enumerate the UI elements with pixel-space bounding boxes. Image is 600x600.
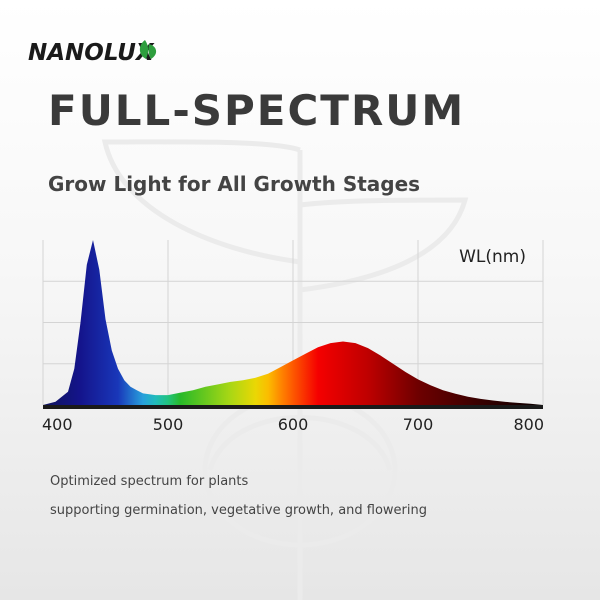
spectrum-area xyxy=(43,240,543,405)
spectrum-chart: WL(nm) 400 500 600 700 800 xyxy=(42,240,544,434)
description-line-1: Optimized spectrum for plants xyxy=(50,474,249,489)
x-tick-label: 500 xyxy=(153,415,184,434)
x-tick-label: 700 xyxy=(403,415,434,434)
leaf-icon xyxy=(139,40,157,59)
x-axis-unit-label: WL(nm) xyxy=(459,247,526,267)
x-tick-label: 600 xyxy=(278,415,309,434)
description-line-2: supporting germination, vegetative growt… xyxy=(50,503,428,518)
page-subtitle: Grow Light for All Growth Stages xyxy=(48,172,421,196)
x-tick-label: 400 xyxy=(42,415,73,434)
page-title: FULL-SPECTRUM xyxy=(48,86,466,135)
x-axis-baseline xyxy=(43,405,543,409)
brand-logo-text: NANOLUX xyxy=(28,40,155,66)
brand-logo: NANOLUX xyxy=(28,40,157,66)
x-tick-label: 800 xyxy=(513,415,544,434)
